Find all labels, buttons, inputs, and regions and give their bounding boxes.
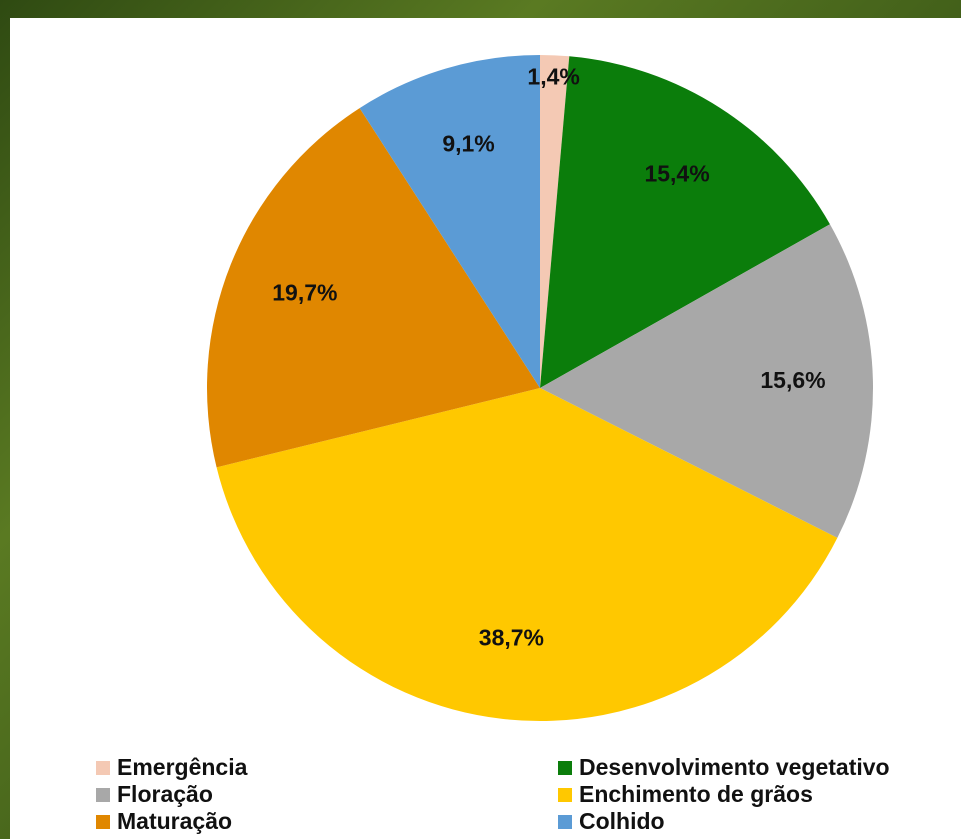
legend-swatch bbox=[558, 761, 572, 775]
data-label: 9,1% bbox=[442, 130, 494, 156]
legend-label: Enchimento de grãos bbox=[579, 781, 813, 807]
legend-swatch bbox=[96, 788, 110, 802]
legend-label: Floração bbox=[117, 781, 213, 807]
legend-swatch bbox=[558, 788, 572, 802]
data-label: 15,6% bbox=[760, 367, 825, 393]
legend-swatch bbox=[96, 815, 110, 829]
screenshot: 1,4% 15,4% 15,6% 38,7% 19,7% 9,1% Emergência De… bbox=[0, 0, 961, 839]
chart: 1,4% 15,4% 15,6% 38,7% 19,7% 9,1% Emergência De… bbox=[0, 0, 961, 839]
data-label: 19,7% bbox=[272, 279, 337, 305]
legend-label: Colhido bbox=[579, 808, 665, 834]
legend-swatch bbox=[558, 815, 572, 829]
data-label: 15,4% bbox=[644, 160, 709, 186]
data-label: 38,7% bbox=[479, 625, 544, 651]
data-label: 1,4% bbox=[527, 64, 579, 90]
legend-label: Emergência bbox=[117, 754, 248, 780]
legend-label: Desenvolvimento vegetativo bbox=[579, 754, 890, 780]
legend-swatch bbox=[96, 761, 110, 775]
legend-label: Maturação bbox=[117, 808, 232, 834]
